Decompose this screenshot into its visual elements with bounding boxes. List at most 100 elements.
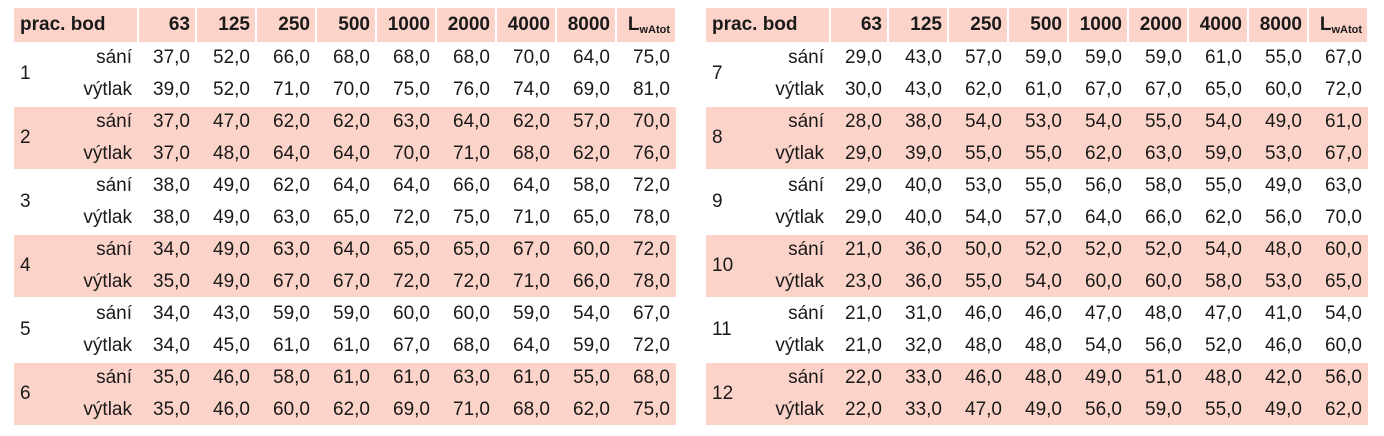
cell-value: 65,0 <box>393 239 430 260</box>
cell-value: 37,0 <box>153 47 190 68</box>
cell-value: 62,0 <box>513 111 550 132</box>
cell-value: 48,0 <box>1145 303 1182 324</box>
cell-value: 36,0 <box>905 271 942 292</box>
group: 5 sání 34,0 43,0 59,0 59,0 60,0 60,0 59,0 54,0 67,… <box>14 299 676 361</box>
group: 11 sání 21,0 31,0 46,0 46,0 47,0 48,0 47,0 41,0 54… <box>706 299 1368 361</box>
cell-value: 70,0 <box>633 111 670 132</box>
cell-value: 54,0 <box>965 207 1002 228</box>
cell-value: 48,0 <box>213 143 250 164</box>
row-name: sání <box>96 239 132 260</box>
cell-value: 55,0 <box>1025 175 1062 196</box>
cell-value: 72,0 <box>393 207 430 228</box>
header-band: 4000 <box>1199 14 1242 35</box>
cell-value: 75,0 <box>633 47 670 68</box>
header-band: 125 <box>910 14 942 35</box>
group: 2 sání 37,0 47,0 62,0 62,0 63,0 64,0 62,0 57,0 70,… <box>14 107 676 169</box>
cell-value: 37,0 <box>153 111 190 132</box>
cell-value: 67,0 <box>1325 143 1362 164</box>
cell-value: 64,0 <box>333 175 370 196</box>
cell-value: 63,0 <box>1325 175 1362 196</box>
cell-value: 58,0 <box>1145 175 1182 196</box>
cell-value: 52,0 <box>213 79 250 100</box>
header-band: 500 <box>338 14 370 35</box>
cell-value: 74,0 <box>513 79 550 100</box>
cell-value: 58,0 <box>1205 271 1242 292</box>
cell-value: 71,0 <box>453 399 490 420</box>
row-name: sání <box>96 111 132 132</box>
cell-value: 36,0 <box>905 239 942 260</box>
cell-value: 33,0 <box>905 399 942 420</box>
cell-value: 64,0 <box>393 175 430 196</box>
group-label: 8 <box>712 127 723 148</box>
cell-value: 67,0 <box>333 271 370 292</box>
cell-value: 21,0 <box>845 335 882 356</box>
cell-value: 64,0 <box>333 143 370 164</box>
cell-value: 64,0 <box>513 335 550 356</box>
cell-value: 29,0 <box>845 47 882 68</box>
cell-value: 52,0 <box>213 47 250 68</box>
cell-value: 62,0 <box>1325 399 1362 420</box>
cell-value: 71,0 <box>513 207 550 228</box>
cell-value: 59,0 <box>1145 399 1182 420</box>
cell-value: 76,0 <box>633 143 670 164</box>
row-name: sání <box>96 367 132 388</box>
row-name: výtlak <box>775 399 824 420</box>
header-band: 8000 <box>1259 14 1302 35</box>
cell-value: 52,0 <box>1085 239 1122 260</box>
cell-value: 55,0 <box>573 367 610 388</box>
cell-value: 68,0 <box>453 47 490 68</box>
row-name: sání <box>788 239 824 260</box>
header-label: prac. bod <box>712 14 798 35</box>
cell-value: 61,0 <box>333 335 370 356</box>
cell-value: 43,0 <box>213 303 250 324</box>
cell-value: 66,0 <box>1145 207 1182 228</box>
cell-value: 60,0 <box>1085 271 1122 292</box>
header-cell: LwAtot <box>617 8 675 42</box>
header-cell: prac. bod <box>706 8 829 42</box>
header-cell: 1000 <box>377 8 435 42</box>
cell-value: 68,0 <box>453 335 490 356</box>
group-label: 2 <box>20 127 31 148</box>
cell-value: 49,0 <box>213 175 250 196</box>
header-total: LwAtot <box>628 8 670 42</box>
group-label: 10 <box>712 255 734 276</box>
row-name: sání <box>788 111 824 132</box>
cell-value: 65,0 <box>573 207 610 228</box>
cell-value: 46,0 <box>965 303 1002 324</box>
cell-value: 46,0 <box>1265 335 1302 356</box>
cell-value: 76,0 <box>453 79 490 100</box>
cell-value: 42,0 <box>1265 367 1302 388</box>
row-name: sání <box>788 47 824 68</box>
cell-value: 49,0 <box>1265 175 1302 196</box>
total-base: L <box>627 14 640 35</box>
header-band: 1000 <box>1079 14 1122 35</box>
cell-value: 54,0 <box>573 303 610 324</box>
cell-value: 59,0 <box>333 303 370 324</box>
cell-value: 64,0 <box>273 143 310 164</box>
cell-value: 55,0 <box>1025 143 1062 164</box>
cell-value: 53,0 <box>965 175 1002 196</box>
cell-value: 59,0 <box>1205 143 1242 164</box>
cell-value: 68,0 <box>633 367 670 388</box>
cell-value: 55,0 <box>1205 399 1242 420</box>
cell-value: 63,0 <box>453 367 490 388</box>
header-cell: 8000 <box>1249 8 1307 42</box>
cell-value: 69,0 <box>393 399 430 420</box>
cell-value: 66,0 <box>453 175 490 196</box>
group: 8 sání 28,0 38,0 54,0 53,0 54,0 55,0 54,0 49,0 61,… <box>706 107 1368 169</box>
row-name: výtlak <box>775 271 824 292</box>
cell-value: 75,0 <box>393 79 430 100</box>
cell-value: 54,0 <box>965 111 1002 132</box>
cell-value: 52,0 <box>1205 335 1242 356</box>
cell-value: 65,0 <box>333 207 370 228</box>
cell-value: 72,0 <box>393 271 430 292</box>
cell-value: 48,0 <box>1025 367 1062 388</box>
cell-value: 53,0 <box>1265 271 1302 292</box>
cell-value: 41,0 <box>1265 303 1302 324</box>
cell-value: 72,0 <box>633 175 670 196</box>
cell-value: 72,0 <box>633 239 670 260</box>
group-label: 7 <box>712 63 723 84</box>
group: 9 sání 29,0 40,0 53,0 55,0 56,0 58,0 55,0 49,0 63,… <box>706 171 1368 233</box>
cell-value: 49,0 <box>1085 367 1122 388</box>
row-name: výtlak <box>83 399 132 420</box>
